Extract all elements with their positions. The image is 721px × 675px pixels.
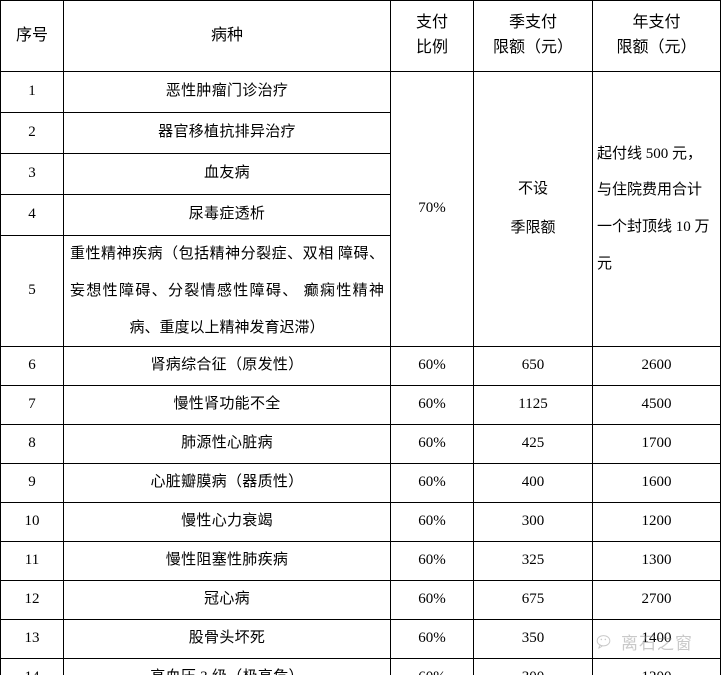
table-row: 13 股骨头坏死 60% 350 1400 — [0, 619, 721, 660]
payment-ratio: 60% — [390, 658, 474, 675]
column-header-quarter: 季支付 限额（元） — [473, 0, 593, 72]
column-header-ratio-line1: 支付 — [415, 14, 448, 32]
column-header-year-line2: 限额（元） — [616, 39, 697, 56]
column-header-year-line1: 年支付 — [632, 14, 681, 32]
disease-name: 冠心病 — [63, 580, 391, 621]
row-number: 14 — [0, 658, 64, 675]
row-number: 8 — [0, 424, 64, 465]
disease-name: 慢性肾功能不全 — [63, 385, 391, 426]
payment-ratio: 60% — [390, 346, 474, 387]
payment-ratio: 60% — [390, 502, 474, 543]
annual-limit: 1200 — [592, 658, 721, 675]
disease-name: 肾病综合征（原发性） — [63, 346, 391, 387]
row-number: 7 — [0, 385, 64, 426]
column-header-disease: 病种 — [63, 0, 391, 72]
quarterly-limit: 675 — [473, 580, 593, 621]
disease-name: 高血压 3 级（极高危） — [63, 658, 391, 675]
merged-ratio-cell: 70% — [390, 70, 474, 348]
disease-name: 器官移植抗排异治疗 — [63, 112, 391, 154]
quarterly-limit: 300 — [473, 658, 593, 675]
table-row: 10 慢性心力衰竭 60% 300 1200 — [0, 502, 721, 543]
payment-ratio: 60% — [390, 424, 474, 465]
row-number: 4 — [0, 194, 64, 236]
row-number: 11 — [0, 541, 64, 582]
table-row: 12 冠心病 60% 675 2700 — [0, 580, 721, 621]
disease-name: 慢性心力衰竭 — [63, 502, 391, 543]
quarterly-limit: 300 — [473, 502, 593, 543]
table-row: 2 器官移植抗排异治疗 — [0, 112, 721, 154]
table-row: 14 高血压 3 级（极高危） 60% 300 1200 — [0, 658, 721, 675]
column-header-no: 序号 — [0, 0, 64, 72]
table-row: 7 慢性肾功能不全 60% 1125 4500 — [0, 385, 721, 426]
row-number: 5 — [0, 234, 64, 348]
quarterly-limit: 400 — [473, 463, 593, 504]
table-row: 11 慢性阻塞性肺疾病 60% 325 1300 — [0, 541, 721, 582]
payment-ratio: 60% — [390, 541, 474, 582]
payment-ratio: 60% — [390, 385, 474, 426]
annual-limit: 1400 — [592, 619, 721, 660]
disease-name: 血友病 — [63, 153, 391, 195]
disease-name: 恶性肿瘤门诊治疗 — [63, 71, 391, 113]
disease-name: 股骨头坏死 — [63, 619, 391, 660]
column-header-disease-line1: 病种 — [210, 26, 243, 44]
payment-ratio: 60% — [390, 463, 474, 504]
merged-quarter-line1: 不设 — [517, 181, 548, 198]
row-number: 6 — [0, 346, 64, 387]
disease-name: 心脏瓣膜病（器质性） — [63, 463, 391, 504]
row-number: 2 — [0, 112, 64, 154]
annual-limit: 4500 — [592, 385, 721, 426]
row-number: 1 — [0, 71, 64, 113]
column-header-quarter-line1: 季支付 — [508, 14, 557, 32]
disease-name: 慢性阻塞性肺疾病 — [63, 541, 391, 582]
quarterly-limit: 425 — [473, 424, 593, 465]
row-number: 3 — [0, 153, 64, 195]
annual-limit: 1700 — [592, 424, 721, 465]
row-number: 9 — [0, 463, 64, 504]
row-number: 13 — [0, 619, 64, 660]
quarterly-limit: 325 — [473, 541, 593, 582]
annual-limit: 1200 — [592, 502, 721, 543]
disease-name: 重性精神疾病（包括精神分裂症、双相 障碍、妄想性障碍、分裂情感性障碍、 癫痫性精… — [63, 234, 391, 348]
column-header-year: 年支付 限额（元） — [592, 0, 721, 72]
merged-quarter-line2: 季限额 — [510, 220, 556, 237]
quarterly-limit: 650 — [473, 346, 593, 387]
annual-limit: 1300 — [592, 541, 721, 582]
quarterly-limit: 350 — [473, 619, 593, 660]
table-row: 5 重性精神疾病（包括精神分裂症、双相 障碍、妄想性障碍、分裂情感性障碍、 癫痫… — [0, 234, 721, 348]
annual-limit: 2700 — [592, 580, 721, 621]
column-header-no-line1: 序号 — [15, 26, 48, 44]
merged-year-limit-cell: 起付线 500 元，与住院费用合计一个封顶线 10 万元 — [592, 70, 721, 348]
annual-limit: 2600 — [592, 346, 721, 387]
column-header-quarter-line2: 限额（元） — [492, 39, 573, 56]
table-row: 6 肾病综合征（原发性） 60% 650 2600 — [0, 346, 721, 387]
table-row: 3 血友病 — [0, 153, 721, 195]
merged-quarter-limit-cell: 不设 季限额 — [473, 70, 593, 348]
row-number: 10 — [0, 502, 64, 543]
column-header-ratio-line2: 比例 — [415, 39, 448, 56]
table-row: 1 恶性肿瘤门诊治疗 70% 不设 季限额 起付线 500 元，与住院费用合计一… — [0, 70, 721, 348]
table-row: 9 心脏瓣膜病（器质性） 60% 400 1600 — [0, 463, 721, 504]
disease-name: 肺源性心脏病 — [63, 424, 391, 465]
column-header-ratio: 支付 比例 — [390, 0, 474, 72]
table-header-row: 序号 病种 支付 比例 季支付 限额（元 — [0, 0, 721, 72]
annual-limit: 1600 — [592, 463, 721, 504]
disease-name: 尿毒症透析 — [63, 194, 391, 236]
row-number: 12 — [0, 580, 64, 621]
payment-ratio: 60% — [390, 619, 474, 660]
table-row: 8 肺源性心脏病 60% 425 1700 — [0, 424, 721, 465]
payment-ratio: 60% — [390, 580, 474, 621]
quarterly-limit: 1125 — [473, 385, 593, 426]
